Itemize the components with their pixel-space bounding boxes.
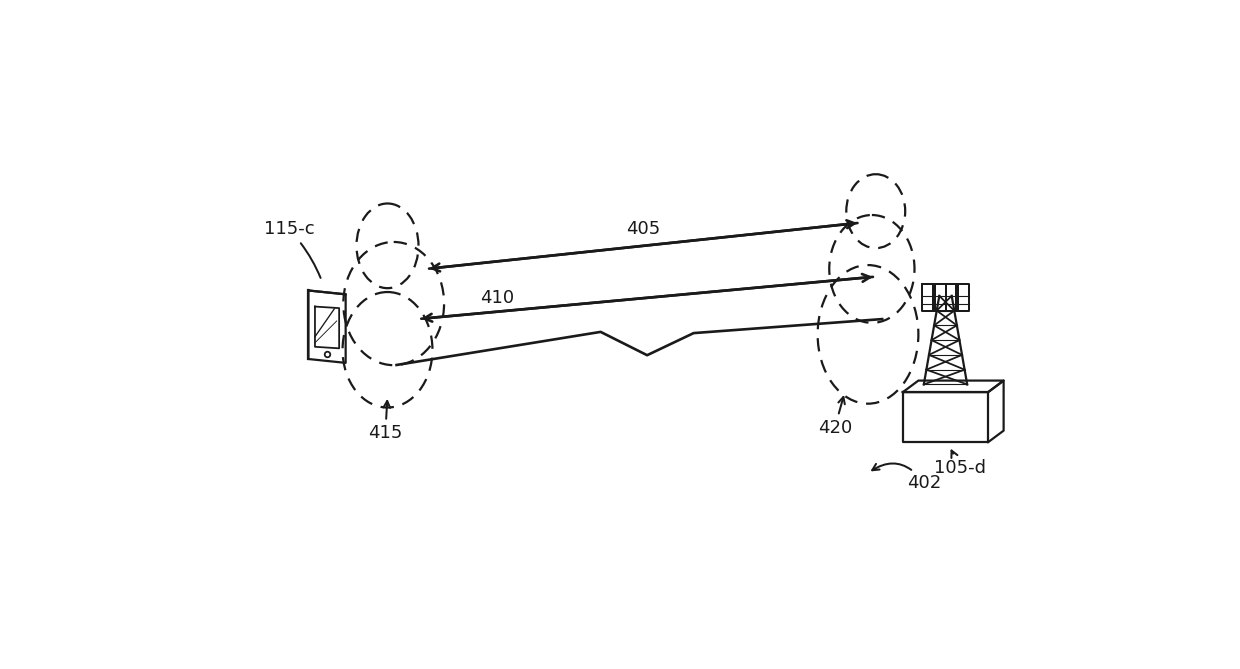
Text: 105-d: 105-d [934, 450, 986, 477]
Text: 405: 405 [626, 220, 661, 238]
Text: 410: 410 [481, 289, 515, 307]
Text: 115-c: 115-c [263, 220, 321, 278]
Text: 402: 402 [872, 464, 941, 492]
Text: 420: 420 [817, 397, 852, 437]
Text: 415: 415 [368, 401, 403, 442]
